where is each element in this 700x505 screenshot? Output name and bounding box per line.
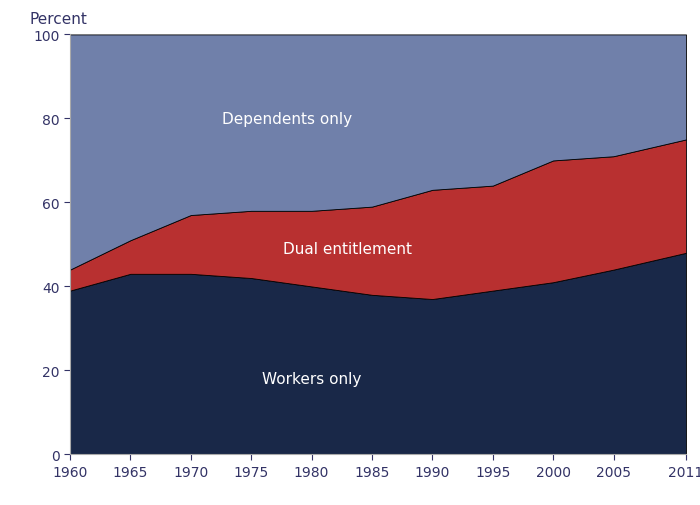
Text: Percent: Percent [30,12,88,27]
Text: Dual entitlement: Dual entitlement [284,241,412,257]
Text: Workers only: Workers only [262,372,361,386]
Text: Dependents only: Dependents only [223,112,353,127]
